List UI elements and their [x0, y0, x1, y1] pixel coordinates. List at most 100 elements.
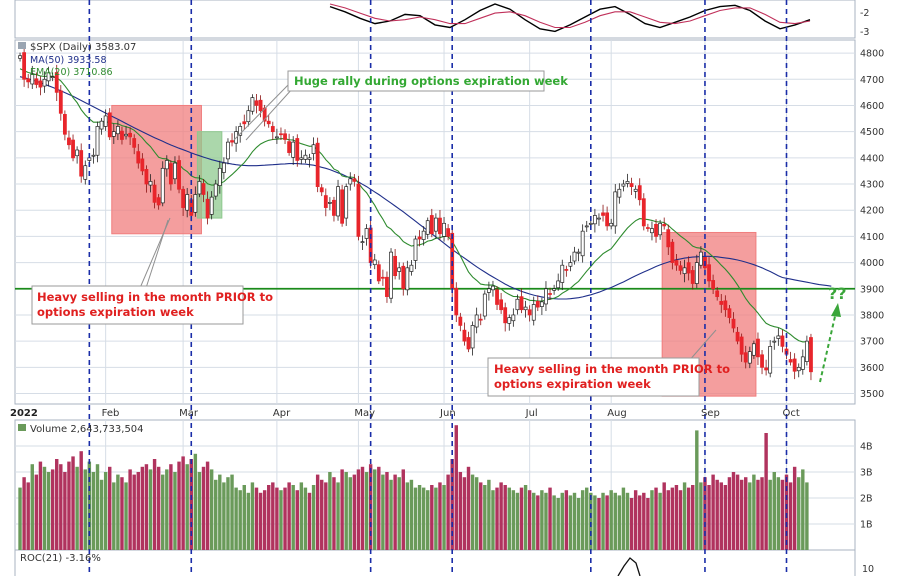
volume-bar: [633, 490, 638, 550]
volume-bar: [682, 482, 687, 550]
volume-bar: [26, 482, 30, 550]
candle-body: [482, 293, 487, 317]
volume-bar: [95, 464, 100, 550]
month-label: May: [354, 408, 375, 419]
volume-bar: [548, 487, 552, 550]
volume-bar: [699, 482, 703, 550]
candle-body: [804, 340, 809, 362]
candle-body: [380, 276, 385, 279]
volume-bar: [38, 461, 43, 550]
volume-bar: [756, 479, 760, 550]
candle-body: [360, 241, 365, 243]
candle-body: [266, 120, 271, 125]
question-text: ??: [828, 284, 847, 303]
candle-body: [601, 212, 605, 216]
price-tick-label: 4700: [860, 75, 884, 86]
candle-body: [22, 52, 27, 80]
candle-body: [201, 183, 206, 195]
candle-body: [262, 107, 267, 122]
price-tick-label: 4200: [860, 206, 884, 217]
volume-bar: [185, 464, 189, 550]
candle-body: [283, 133, 287, 140]
volume-bar: [731, 472, 736, 550]
volume-bar: [568, 495, 573, 550]
volume-bar: [234, 487, 238, 550]
candle-body: [719, 300, 724, 305]
volume-bar: [434, 487, 438, 550]
month-label: Jun: [439, 408, 456, 419]
candle-body: [372, 259, 377, 266]
candle-body: [707, 264, 711, 282]
volume-bar: [483, 485, 487, 550]
highlight-zone: [111, 104, 202, 235]
candle-body: [197, 181, 202, 195]
candle-body: [164, 160, 169, 170]
candle-body: [564, 269, 569, 271]
volume-bar: [242, 485, 246, 550]
candle-body: [645, 227, 650, 229]
volume-bar: [152, 459, 157, 550]
candle-body: [34, 78, 39, 85]
legend-volume: Volume 2,643,733,504: [30, 424, 144, 435]
volume-bar: [662, 482, 666, 550]
candle-body: [743, 352, 748, 363]
volume-bar: [503, 485, 507, 550]
volume-bar: [462, 477, 467, 550]
volume-bar: [536, 495, 540, 550]
price-tick-label: 3900: [860, 284, 884, 295]
volume-bar: [417, 485, 422, 550]
candle-body: [250, 97, 255, 112]
volume-bar: [519, 487, 524, 550]
volume-bar: [739, 479, 744, 550]
volume-bar: [797, 477, 801, 550]
year-label: 2022: [10, 408, 38, 419]
month-label: Apr: [273, 408, 291, 419]
candle-body: [641, 198, 646, 227]
candle-body: [413, 238, 418, 261]
candle-body: [254, 100, 259, 106]
volume-bar: [140, 466, 145, 550]
candle-body: [433, 217, 438, 232]
ma50-line: [19, 76, 832, 300]
volume-bar: [564, 490, 569, 550]
arrow-head: [831, 303, 841, 317]
candle-body: [99, 120, 104, 130]
volume-bar: [397, 477, 401, 550]
volume-tick-label: 2B: [860, 494, 873, 505]
candle-body: [148, 181, 153, 186]
candle-body: [332, 199, 336, 216]
volume-bar: [499, 482, 503, 550]
candle-body: [788, 359, 793, 363]
candle-body: [535, 300, 540, 308]
candle-body: [674, 260, 679, 266]
volume-bar: [454, 425, 458, 550]
candle-body: [83, 165, 88, 180]
month-label: Mar: [179, 408, 199, 419]
question-marks: ??: [819, 284, 847, 383]
candle-body: [340, 189, 345, 224]
candle-body: [429, 215, 434, 235]
volume-bar: [776, 477, 781, 550]
volume-bar: [360, 466, 365, 550]
volume-bar: [71, 456, 75, 550]
month-label: Aug: [607, 408, 627, 419]
candle-body: [173, 162, 177, 180]
selling-1-line2: options expiration week: [37, 305, 194, 319]
volume-bar: [654, 487, 658, 550]
volume-bar: [613, 492, 617, 550]
candle-body: [511, 314, 516, 322]
candle-body: [560, 264, 565, 283]
volume-bar: [46, 472, 51, 550]
volume-bar: [311, 485, 316, 550]
volume-bar: [177, 461, 181, 550]
candle-body: [523, 306, 528, 311]
volume-bar: [226, 477, 230, 550]
candle-body: [588, 222, 593, 225]
candle-body: [348, 178, 353, 185]
candle-body: [723, 300, 728, 311]
candle-body: [650, 228, 654, 234]
macd-panel: [14, 0, 856, 39]
volume-bar: [324, 482, 328, 550]
volume-bar: [711, 474, 715, 550]
volume-bar: [768, 479, 772, 550]
